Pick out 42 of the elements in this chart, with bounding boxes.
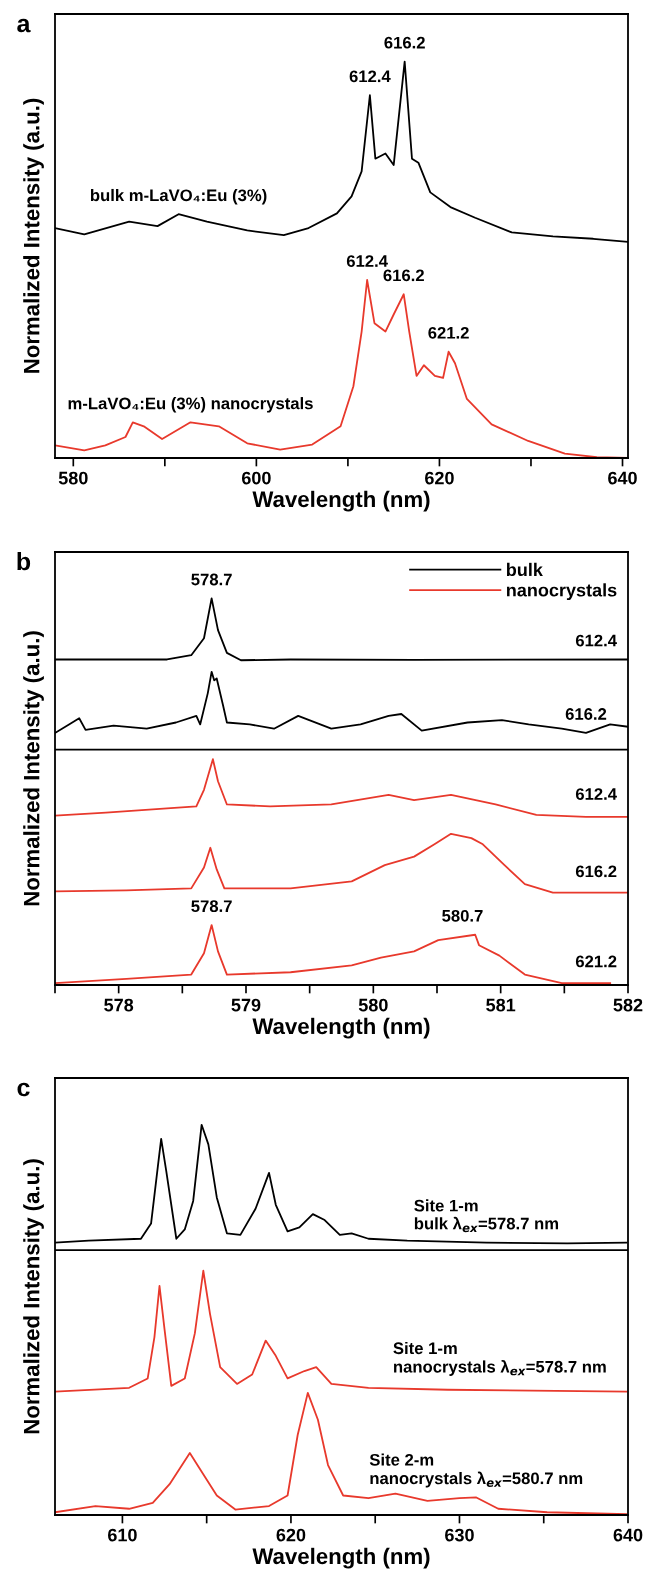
annotation: 612.4 (575, 634, 617, 647)
x-tick-label: 610 (108, 1528, 137, 1542)
annotation: 578.7 (191, 900, 232, 913)
annotation: Site 1-m nanocrystals λ$_{ex}$=578.7 nm (393, 1341, 606, 1376)
x-tick-label: 620 (425, 471, 454, 485)
x-axis-title: Wavelength (nm) (252, 1547, 430, 1569)
x-tick-label: 640 (608, 471, 637, 485)
y-axis-title: Normalized Intensity (a.u.) (23, 1159, 44, 1434)
chart-title: c (17, 1082, 30, 1097)
annotation: 616.2 (383, 269, 424, 282)
chart-title: b (17, 552, 31, 571)
legend-label: nanocrystals (506, 583, 617, 601)
legend-label: bulk (506, 562, 543, 577)
chart-title: a (17, 18, 31, 33)
x-axis-title: Wavelength (nm) (252, 490, 430, 512)
annotation: bulk m-LaVO₄:Eu (3%) (90, 188, 267, 205)
annotation: 616.2 (565, 708, 607, 720)
annotation: m-LaVO₄:Eu (3%) nanocrystals (68, 397, 313, 413)
annotation: 621.2 (428, 326, 469, 339)
y-axis-title: Normalized Intensity (a.u.) (23, 631, 44, 906)
annotation: 616.2 (384, 36, 425, 49)
x-tick-label: 581 (486, 998, 516, 1012)
annotation: Site 2-m nanocrystals λ$_{ex}$=580.7 nm (369, 1453, 583, 1488)
annotation: 580.7 (442, 909, 483, 922)
x-tick-label: 640 (613, 1528, 643, 1542)
x-tick-label: 578 (104, 998, 134, 1012)
x-tick-label: 579 (231, 998, 261, 1012)
y-axis-title: Normalized Intensity (a.u.) (23, 98, 44, 373)
annotation: 612.4 (575, 788, 617, 800)
annotation: 612.4 (346, 255, 388, 267)
x-tick-label: 580 (58, 471, 88, 485)
annotation: 621.2 (575, 955, 617, 968)
x-tick-label: 580 (358, 998, 388, 1012)
annotation: 612.4 (349, 70, 391, 83)
x-axis-title: Wavelength (nm) (252, 1017, 430, 1039)
x-tick-label: 620 (276, 1528, 306, 1542)
annotation: Site 1-m bulk λ$_{ex}$=578.7 nm (414, 1199, 559, 1233)
x-tick-label: 582 (613, 998, 643, 1012)
annotation: 616.2 (575, 865, 617, 878)
annotation: 578.7 (191, 573, 232, 586)
x-tick-label: 600 (241, 471, 271, 485)
x-tick-label: 630 (445, 1528, 474, 1542)
